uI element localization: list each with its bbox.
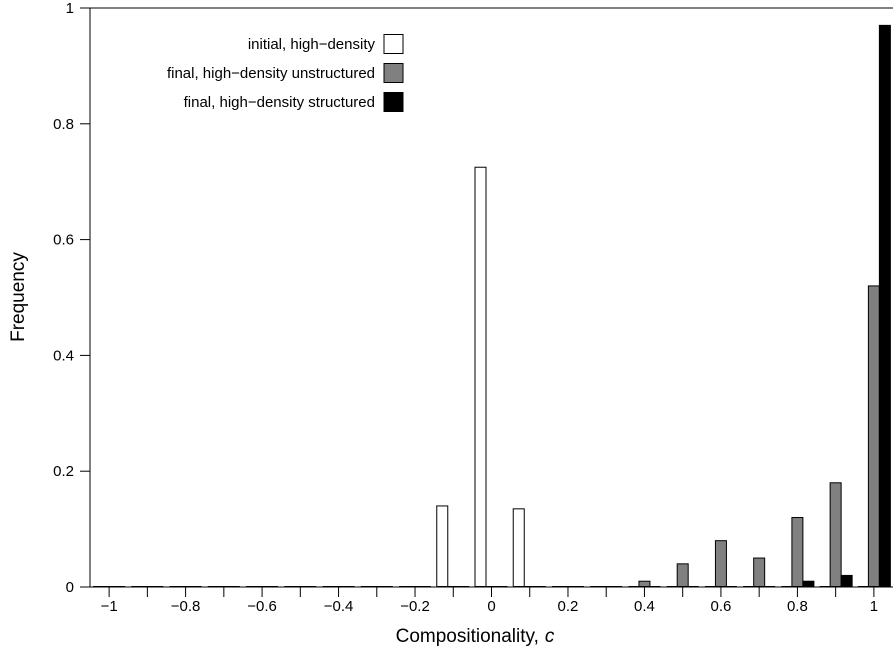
legend: initial, high−density final, high−density… xyxy=(167,34,404,112)
y-tick-label: 0 xyxy=(66,579,74,596)
y-ticks-group: 0 0.2 0.4 0.6 0.8 1 xyxy=(53,0,90,596)
x-tick-label: −0.6 xyxy=(247,598,277,615)
bar-series-2-bin-19 xyxy=(829,482,842,588)
bar-series-3-bin-20 xyxy=(878,24,891,588)
bar-series-2-bin-18 xyxy=(791,517,804,588)
bars-group xyxy=(93,24,891,588)
y-tick-label: 0.8 xyxy=(53,116,74,133)
x-tick-label: −0.4 xyxy=(324,598,354,615)
bar-series-1-bin-9 xyxy=(436,505,449,588)
bar-series-2-bin-17 xyxy=(753,557,766,588)
y-tick-label: 1 xyxy=(66,0,74,17)
x-axis-label-variable: c xyxy=(545,626,555,647)
bar-series-2-bin-15 xyxy=(676,563,689,588)
legend-swatch xyxy=(383,92,404,112)
x-tick-label: −0.2 xyxy=(400,598,430,615)
x-tick-label: 0.8 xyxy=(787,598,808,615)
legend-label: initial, high−density xyxy=(248,36,376,53)
x-tick-label: 0.4 xyxy=(634,598,655,615)
x-tick-label: −0.8 xyxy=(171,598,201,615)
legend-label: final, high−density structured xyxy=(184,94,375,111)
x-axis-label: Compositionality, c xyxy=(396,626,555,647)
x-axis-label-text: Compositionality, xyxy=(396,626,539,647)
legend-swatch xyxy=(383,34,404,54)
legend-swatch xyxy=(383,63,404,83)
x-tick-label: 0.6 xyxy=(710,598,731,615)
x-ticks-group: −1 −0.8 −0.6 −0.4 −0.2 0 0.2 0.4 0.6 0.8 1 xyxy=(101,587,878,615)
bar-series-2-bin-16 xyxy=(714,540,727,588)
x-tick-label: 1 xyxy=(870,598,878,615)
legend-label: final, high−density unstructured xyxy=(167,65,375,82)
x-tick-label: 0 xyxy=(487,598,495,615)
y-axis-label: Frequency xyxy=(8,252,29,342)
y-tick-label: 0.4 xyxy=(53,347,74,364)
bar-series-3-bin-19 xyxy=(840,574,853,588)
bar-series-2-bin-20 xyxy=(867,285,880,588)
bar-series-1-bin-11 xyxy=(512,508,525,588)
bar-series-1-bin-10 xyxy=(474,166,487,588)
x-tick-label: 0.2 xyxy=(558,598,579,615)
y-tick-label: 0.6 xyxy=(53,232,74,249)
y-tick-label: 0.2 xyxy=(53,463,74,480)
x-tick-label: −1 xyxy=(101,598,118,615)
